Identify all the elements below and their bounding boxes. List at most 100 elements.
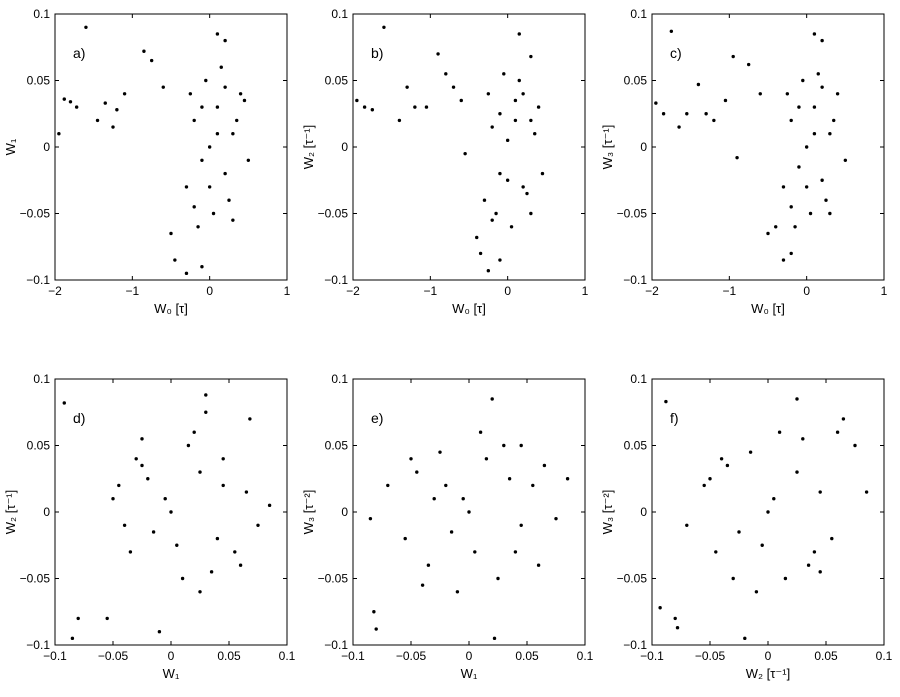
- point: [818, 570, 822, 574]
- point: [812, 550, 817, 554]
- x-tick-label: 0.1: [876, 649, 893, 663]
- point: [478, 251, 483, 256]
- point: [374, 627, 378, 631]
- point: [184, 185, 189, 189]
- x-axis-label: W₂ [τ⁻¹]: [746, 666, 790, 681]
- point: [743, 636, 747, 641]
- point: [200, 265, 204, 269]
- point: [76, 616, 80, 621]
- x-tick-label: 1: [284, 284, 291, 298]
- y-tick-label: 0.1: [630, 7, 647, 21]
- point: [758, 92, 762, 96]
- point: [820, 85, 824, 89]
- point: [409, 457, 413, 461]
- point: [209, 570, 214, 574]
- point: [68, 100, 73, 104]
- point: [793, 225, 797, 229]
- y-tick-label: −0.1: [26, 638, 50, 652]
- point: [463, 151, 467, 156]
- point: [223, 38, 227, 43]
- point: [723, 98, 728, 103]
- point: [111, 497, 115, 501]
- point: [486, 92, 491, 96]
- y-tick-label: 0.1: [630, 372, 647, 386]
- point: [789, 205, 793, 209]
- point: [157, 630, 162, 634]
- x-tick-label: 0.05: [217, 649, 241, 663]
- point: [111, 125, 115, 129]
- y-axis-label: W₂ [τ⁻¹]: [301, 125, 316, 169]
- point: [696, 82, 701, 87]
- point: [467, 510, 471, 514]
- point: [835, 92, 840, 96]
- point: [122, 92, 127, 96]
- point: [565, 477, 570, 481]
- x-tick-label: −2: [645, 284, 659, 298]
- point: [498, 171, 502, 176]
- point: [484, 457, 489, 461]
- point: [498, 112, 502, 116]
- point: [685, 112, 689, 116]
- y-axis-label: W₂ [τ⁻¹]: [3, 490, 18, 534]
- point: [746, 62, 751, 67]
- point: [737, 530, 741, 534]
- x-tick-label: −1: [423, 284, 437, 298]
- point: [766, 231, 770, 236]
- x-axis-label: W₀ [τ]: [751, 301, 785, 316]
- point: [830, 536, 834, 541]
- point: [231, 132, 235, 136]
- point: [536, 563, 541, 567]
- point: [804, 185, 809, 189]
- x-axis-label: W₀ [τ]: [452, 301, 486, 316]
- plot-frame: [352, 13, 586, 281]
- point: [140, 463, 144, 468]
- point: [766, 510, 770, 514]
- point: [533, 132, 537, 136]
- point: [824, 198, 828, 202]
- point: [372, 610, 376, 614]
- point: [529, 54, 533, 59]
- y-tick-label: −0.05: [20, 572, 51, 586]
- point: [405, 85, 409, 89]
- x-tick-label: 0: [206, 284, 213, 298]
- point: [397, 118, 402, 123]
- point: [134, 457, 138, 461]
- point: [444, 483, 448, 488]
- y-tick-label: 0.1: [331, 372, 348, 386]
- point: [169, 510, 173, 514]
- point: [828, 211, 832, 216]
- point: [455, 590, 460, 594]
- point: [490, 125, 494, 129]
- x-tick-label: 1: [582, 284, 589, 298]
- point: [525, 191, 529, 196]
- point: [413, 105, 417, 109]
- point: [820, 178, 824, 182]
- point: [841, 417, 846, 421]
- point: [256, 523, 260, 527]
- point: [200, 105, 204, 109]
- point: [207, 185, 212, 189]
- point: [227, 198, 231, 202]
- point: [196, 225, 200, 229]
- point: [370, 108, 375, 112]
- point: [415, 470, 419, 474]
- point: [403, 536, 407, 541]
- panel-label: c): [670, 45, 682, 61]
- point: [84, 25, 88, 29]
- y-tick-label: 0.1: [331, 7, 348, 21]
- y-tick-label: 0: [341, 140, 348, 154]
- x-tick-label: 0: [466, 649, 473, 663]
- point: [536, 105, 541, 109]
- point: [103, 101, 107, 105]
- point: [832, 118, 836, 123]
- x-tick-label: −2: [48, 284, 62, 298]
- point: [492, 636, 497, 641]
- point: [459, 98, 463, 103]
- point: [424, 105, 429, 109]
- point: [215, 132, 220, 136]
- point: [517, 78, 521, 83]
- point: [789, 118, 793, 123]
- point: [146, 477, 150, 481]
- point: [748, 450, 753, 454]
